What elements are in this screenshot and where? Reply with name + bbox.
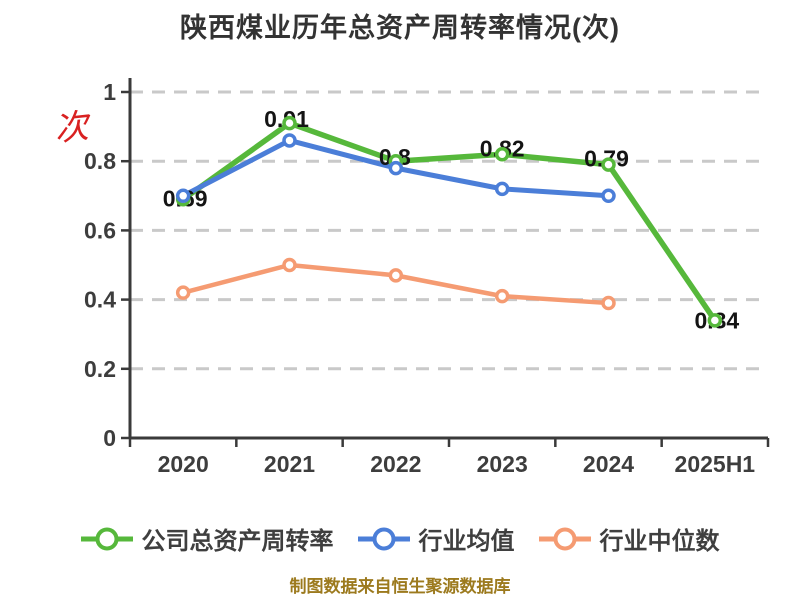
x-tick-label-2021: 2021 (264, 451, 315, 477)
company-total-asset-turnover-marker-2023 (494, 147, 510, 162)
x-tick-label-2024: 2024 (583, 451, 634, 477)
x-tick-label-2022: 2022 (370, 451, 421, 477)
company-total-asset-turnover-marker-2025H1 (707, 313, 723, 328)
company-total-asset-turnover-marker-2024 (601, 157, 616, 172)
legend-marker-icon-industry-average (357, 527, 410, 550)
series-line-company-total-asset-turnover (180, 120, 718, 324)
industry-average-marker-2023 (494, 181, 510, 197)
x-tick-label-2020: 2020 (158, 451, 209, 477)
data-source-note: 制图数据来自恒生聚源数据库 (289, 577, 511, 596)
industry-average-marker-2021 (282, 133, 297, 148)
industry-average-marker-2020 (175, 188, 191, 204)
chart-title: 陕西煤业历年总资产周转率情况(次) (180, 13, 620, 43)
company-total-asset-turnover-marker-2021 (282, 115, 297, 131)
legend: 公司总资产周转率 行业均值 行业中位数 (0, 521, 800, 556)
legend-item-company-total-asset-turnover[interactable]: 公司总资产周转率 (80, 521, 334, 556)
y-tick-label-0.8: 0.8 (84, 148, 116, 174)
legend-item-industry-average[interactable]: 行业均值 (357, 521, 515, 556)
x-tick-label-2025H1: 2025H1 (675, 451, 756, 477)
legend-label-industry-average: 行业均值 (418, 528, 515, 555)
x-tick-label-2023: 2023 (477, 451, 528, 477)
y-tick-label-0.6: 0.6 (84, 217, 116, 243)
legend-item-industry-median[interactable]: 行业中位数 (538, 521, 720, 556)
industry-average-marker-2022 (388, 160, 404, 176)
legend-marker-icon-company-total-asset-turnover (80, 527, 133, 550)
legend-marker-icon-industry-median (538, 527, 591, 550)
industry-median-marker-2023 (494, 288, 510, 304)
industry-median-marker-2021 (282, 257, 297, 273)
y-tick-label-0.4: 0.4 (84, 287, 116, 313)
industry-median-marker-2020 (175, 285, 191, 300)
y-tick-label-0: 0 (103, 425, 116, 451)
y-tick-label-1: 1 (103, 79, 116, 105)
industry-average-marker-2024 (601, 188, 616, 204)
y-tick-label-0.2: 0.2 (84, 356, 116, 382)
legend-label-company-total-asset-turnover: 公司总资产周转率 (141, 528, 334, 555)
legend-label-industry-median: 行业中位数 (599, 528, 720, 555)
industry-median-marker-2024 (601, 295, 616, 311)
industry-median-marker-2022 (388, 268, 404, 283)
